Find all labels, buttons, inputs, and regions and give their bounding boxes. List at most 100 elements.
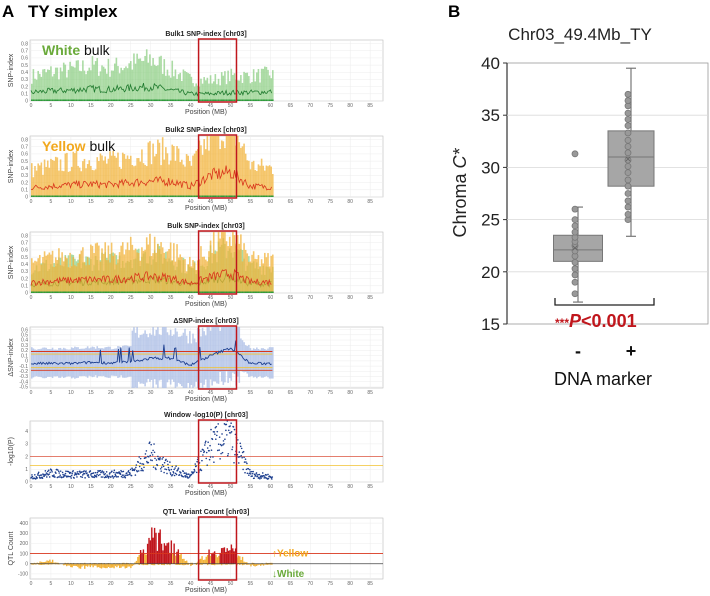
snp-index-point xyxy=(268,291,271,293)
x-tick-label: 75 xyxy=(327,295,333,301)
log-p-point xyxy=(134,474,137,476)
snp-index-point xyxy=(227,99,229,101)
snp-index-point xyxy=(204,291,207,293)
snp-index-point xyxy=(257,164,260,197)
log-p-point xyxy=(172,472,175,474)
x-tick-label: 80 xyxy=(347,295,353,301)
log-p-point xyxy=(38,474,40,477)
snp-index-point xyxy=(56,291,59,293)
log-p-point xyxy=(50,469,53,472)
qtl-count-bar xyxy=(163,563,166,566)
snp-index-point xyxy=(50,158,52,197)
snp-index-point xyxy=(157,244,159,293)
y-tick-label: 0.5 xyxy=(21,255,28,261)
x-tick-label: 40 xyxy=(188,103,194,109)
snp-index-point xyxy=(225,291,228,293)
log-p-point xyxy=(125,472,128,474)
snp-index-point xyxy=(248,76,250,101)
snp-index-point xyxy=(141,291,143,293)
snp-index-point xyxy=(216,99,218,101)
snp-index-point xyxy=(216,136,218,197)
log-p-point xyxy=(159,467,162,470)
snp-index-point xyxy=(152,58,154,101)
snp-index-point xyxy=(195,150,197,197)
log-p-point xyxy=(201,459,203,462)
snp-index-point xyxy=(168,249,170,293)
qtl-count-bar xyxy=(162,563,164,566)
log-p-point xyxy=(218,436,221,438)
snp-index-point xyxy=(173,291,175,293)
snp-index-point xyxy=(166,69,169,101)
snp-index-point xyxy=(133,195,135,197)
qtl-count-bar xyxy=(181,563,184,566)
qtl-count-bar xyxy=(33,562,36,564)
plot-title: Bulk SNP-index [chr03] xyxy=(167,223,244,230)
data-point xyxy=(624,97,632,104)
qtl-count-bar xyxy=(215,554,217,564)
log-p-point xyxy=(43,475,46,477)
snp-index-point xyxy=(31,195,33,197)
log-p-point xyxy=(177,467,180,469)
snp-index-point xyxy=(158,195,161,197)
snp-index-point xyxy=(82,247,84,293)
snp-index-point xyxy=(85,291,87,293)
snp-index-point xyxy=(109,76,111,101)
data-point xyxy=(571,216,579,224)
snp-index-point xyxy=(133,99,135,101)
log-p-point xyxy=(62,473,64,476)
qtl-count-bar xyxy=(204,559,206,564)
legend-colored-word: Yellow xyxy=(42,138,86,154)
qtl-count-bar xyxy=(269,563,272,565)
snp-index-point xyxy=(131,291,134,293)
snp-index-point xyxy=(217,99,220,101)
snp-index-point xyxy=(252,160,255,197)
snp-index-point xyxy=(246,160,249,197)
snp-index-point xyxy=(123,254,126,293)
snp-index-point xyxy=(179,195,182,197)
snp-index-point xyxy=(265,195,268,197)
log-p-point xyxy=(214,426,217,429)
snp-index-point xyxy=(88,291,91,293)
qtl-count-bar xyxy=(195,562,198,564)
log-p-point xyxy=(144,453,147,455)
log-p-point xyxy=(141,463,143,465)
snp-index-point xyxy=(216,195,218,197)
log-p-point xyxy=(210,449,213,451)
snp-index-point xyxy=(200,78,202,101)
delta-snp-point xyxy=(184,328,186,388)
snp-index-point xyxy=(238,142,241,197)
snp-index-point xyxy=(126,242,129,293)
x-tick-label: 85 xyxy=(367,295,373,301)
snp-index-point xyxy=(227,195,229,197)
x-tick-label: 10 xyxy=(68,199,74,205)
log-p-point xyxy=(164,468,166,470)
snp-index-point xyxy=(66,152,68,197)
log-p-point xyxy=(255,472,258,474)
snp-index-point xyxy=(38,99,41,101)
log-p-point xyxy=(173,468,175,471)
qtl-count-bar xyxy=(64,562,66,564)
qtl-count-bar xyxy=(106,563,108,569)
x-tick-label: 5 xyxy=(50,199,53,205)
snp-index-point xyxy=(251,291,253,293)
log-p-point xyxy=(102,476,104,478)
qtl-count-bar xyxy=(77,563,79,567)
snp-index-point xyxy=(54,67,57,101)
snp-index-point xyxy=(244,195,247,197)
snp-index-point xyxy=(139,99,142,101)
qtl-count-bar xyxy=(186,560,188,564)
qtl-count-bar xyxy=(226,548,228,564)
snp-index-point xyxy=(200,99,202,101)
qtl-count-bar xyxy=(114,563,117,567)
snp-index-point xyxy=(227,136,229,197)
snp-index-point xyxy=(37,195,39,197)
snp-index-point xyxy=(104,99,107,101)
delta-snp-point xyxy=(259,349,261,377)
log-p-point xyxy=(96,471,99,474)
snp-index-point xyxy=(32,262,35,293)
y-axis-label: QTL Count xyxy=(8,531,15,565)
snp-index-point xyxy=(145,237,148,293)
snp-index-point xyxy=(141,247,143,293)
snp-index-point xyxy=(149,291,151,293)
snp-index-point xyxy=(45,72,47,101)
